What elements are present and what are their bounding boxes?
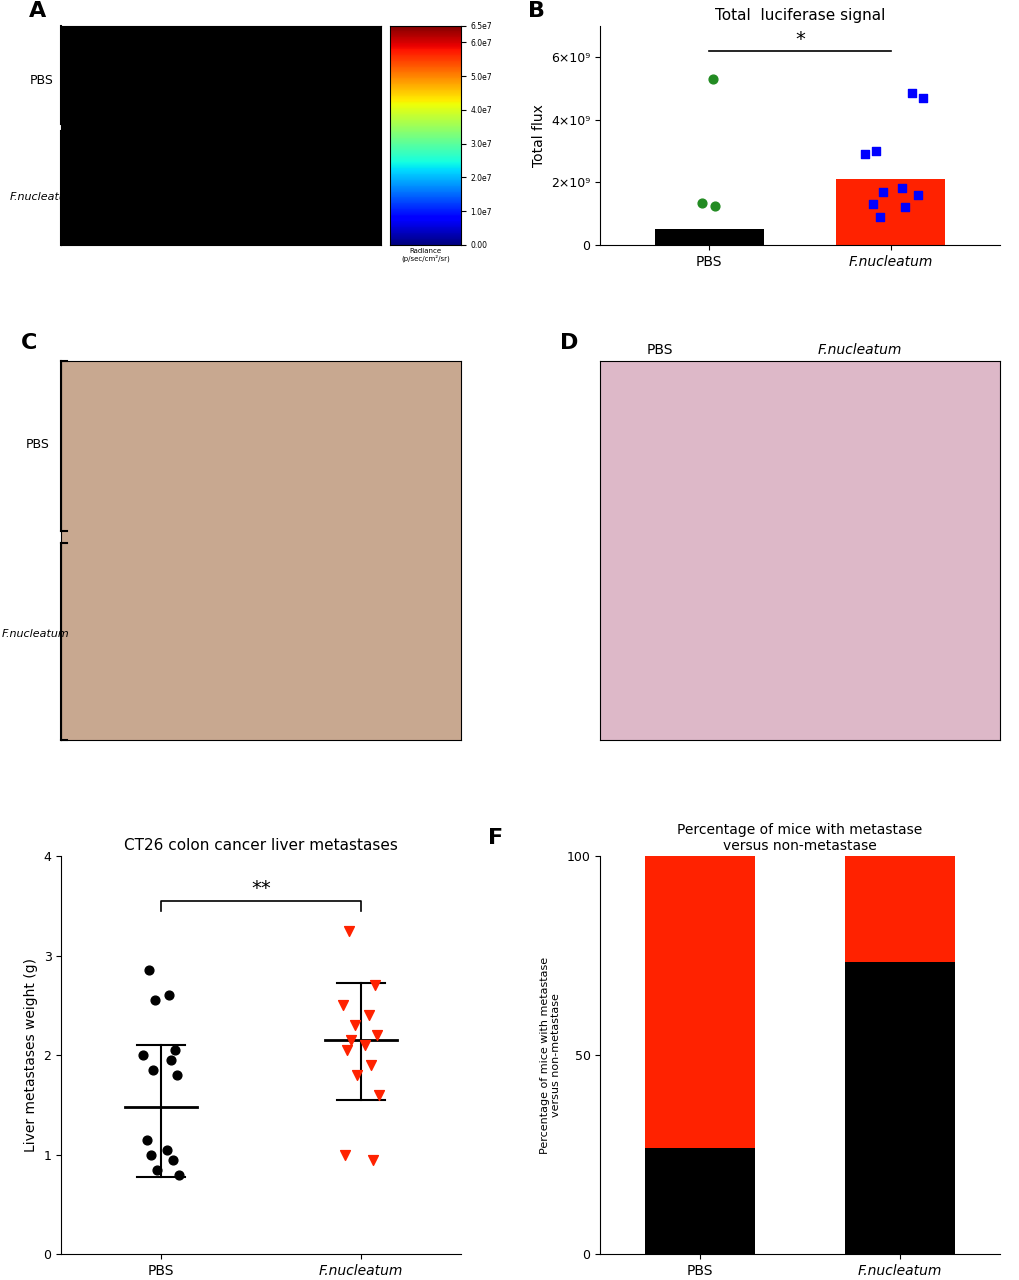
Bar	[836, 179, 945, 244]
Point	[159, 1139, 175, 1160]
Title: Total  luciferase signal: Total luciferase signal	[714, 8, 884, 23]
Point	[357, 1036, 373, 1056]
Bar	[645, 856, 754, 1148]
Point	[704, 69, 720, 90]
Point	[867, 141, 883, 161]
Point	[139, 1129, 155, 1149]
Point	[141, 960, 157, 980]
Point	[863, 193, 879, 214]
Point	[366, 975, 382, 996]
Point	[165, 1149, 181, 1170]
Point	[342, 1030, 359, 1051]
Title: Percentage of mice with metastase
versus non-metastase: Percentage of mice with metastase versus…	[677, 823, 921, 854]
Point	[143, 1144, 159, 1165]
Text: PBS: PBS	[30, 74, 53, 87]
Bar	[645, 1148, 754, 1254]
Y-axis label: Total flux: Total flux	[531, 104, 545, 166]
Bar	[844, 856, 954, 963]
Point	[370, 1084, 386, 1105]
Point	[368, 1025, 384, 1046]
Y-axis label: Percentage of mice with metastase
versus non-metastase: Percentage of mice with metastase versus…	[539, 956, 560, 1153]
Title: CT26 colon cancer liver metastases: CT26 colon cancer liver metastases	[123, 838, 397, 854]
Text: B: B	[528, 1, 545, 22]
Bar	[844, 963, 954, 1254]
Point	[163, 1050, 179, 1070]
Point	[904, 83, 920, 104]
Text: PBS: PBS	[25, 438, 49, 451]
Text: D: D	[559, 334, 578, 353]
Text: **: **	[251, 878, 270, 897]
Point	[693, 192, 709, 212]
Point	[874, 182, 891, 202]
Point	[893, 178, 909, 198]
X-axis label: Radiance
(p/sec/cm²/sr): Radiance (p/sec/cm²/sr)	[400, 247, 449, 262]
Text: *: *	[794, 29, 804, 49]
Point	[856, 143, 872, 164]
Point	[348, 1065, 365, 1085]
Y-axis label: Liver metastases weight (g): Liver metastases weight (g)	[23, 959, 38, 1152]
Point	[145, 1060, 161, 1080]
Point	[334, 995, 351, 1015]
Text: F: F	[488, 828, 503, 847]
Point	[147, 991, 163, 1011]
Bar	[654, 229, 763, 244]
Text: PBS: PBS	[646, 343, 673, 357]
Point	[896, 197, 912, 218]
Text: F.nucleatum: F.nucleatum	[10, 192, 77, 201]
Point	[135, 1044, 151, 1065]
Point	[340, 920, 357, 941]
Text: C: C	[21, 334, 38, 353]
Point	[170, 1165, 186, 1185]
Point	[360, 1005, 376, 1025]
Point	[167, 1039, 183, 1060]
Point	[914, 87, 930, 108]
Text: F.nucleatum: F.nucleatum	[1, 628, 69, 639]
Point	[346, 1015, 363, 1036]
Point	[169, 1065, 185, 1085]
Point	[336, 1144, 353, 1165]
Point	[362, 1055, 378, 1075]
Point	[909, 184, 925, 205]
Point	[161, 986, 177, 1006]
Point	[364, 1149, 380, 1170]
Point	[706, 196, 722, 216]
Point	[338, 1039, 355, 1060]
Text: F.nucleatum: F.nucleatum	[817, 343, 901, 357]
Point	[149, 1160, 165, 1180]
Point	[871, 206, 888, 227]
Text: A: A	[30, 1, 47, 22]
